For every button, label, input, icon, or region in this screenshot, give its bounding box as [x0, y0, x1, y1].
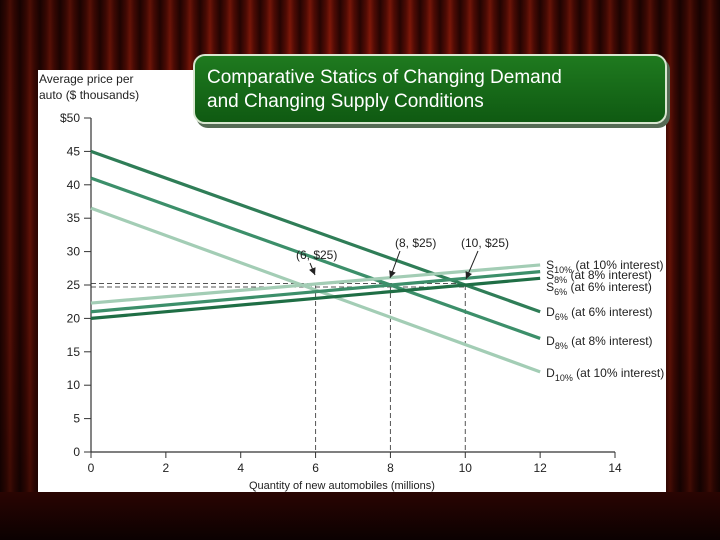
- series-label-d6: D6% (at 6% interest): [546, 305, 652, 322]
- y-axis-label-line2: auto ($ thousands): [39, 88, 139, 102]
- y-tick-label: 0: [73, 445, 80, 459]
- series-line-d10: [90, 206, 541, 374]
- y-tick-label: 25: [67, 278, 81, 292]
- equilibrium-label: (8, $25): [395, 236, 436, 250]
- x-tick-label: 4: [237, 461, 244, 475]
- series-line-d8: [90, 176, 541, 340]
- equilibrium-label: (6, $25): [296, 248, 337, 262]
- slide-title-line1: Comparative Statics of Changing Demand: [207, 67, 562, 88]
- x-tick-label: 6: [312, 461, 319, 475]
- x-tick-label: 8: [387, 461, 394, 475]
- series-label-s8: S8% (at 8% interest): [546, 268, 652, 285]
- equilibrium-arrow-head: [389, 270, 396, 278]
- x-axis-label: Quantity of new automobiles (millions): [249, 480, 435, 492]
- y-tick-label: $50: [60, 111, 80, 125]
- slide-title: Comparative Statics of Changing Demand a…: [193, 54, 667, 124]
- slide-title-line2: and Changing Supply Conditions: [207, 91, 484, 112]
- series-label-s10: S10% (at 10% interest): [546, 258, 663, 275]
- series-label-s6: S6% (at 6% interest): [546, 280, 652, 297]
- equilibrium-label: (10, $25): [461, 236, 509, 250]
- y-tick-label: 30: [67, 245, 81, 259]
- series-line-s8: [90, 270, 541, 314]
- x-tick-label: 2: [163, 461, 170, 475]
- y-axis-label-line1: Average price per: [39, 72, 134, 86]
- equilibrium-arrow-head: [465, 271, 472, 279]
- equilibrium-arrow-head: [309, 267, 316, 275]
- series-line-s6: [90, 276, 541, 320]
- stage-floor: [0, 492, 720, 540]
- x-tick-label: 12: [533, 461, 547, 475]
- x-tick-label: 0: [88, 461, 95, 475]
- y-tick-label: 40: [67, 178, 81, 192]
- y-tick-label: 5: [73, 412, 80, 426]
- y-tick-label: 45: [67, 144, 81, 158]
- chart-panel: Average price per auto ($ thousands) Qua…: [38, 70, 666, 492]
- x-tick-label: 14: [608, 461, 622, 475]
- supply-demand-chart: Average price per auto ($ thousands) Qua…: [39, 72, 664, 492]
- y-tick-label: 15: [67, 345, 81, 359]
- x-tick-label: 10: [459, 461, 473, 475]
- y-tick-label: 35: [67, 211, 81, 225]
- y-tick-label: 20: [67, 311, 81, 325]
- y-tick-label: 10: [67, 378, 81, 392]
- series-label-d10: D10% (at 10% interest): [546, 366, 664, 383]
- series-label-d8: D8% (at 8% interest): [546, 334, 652, 351]
- series-line-s10: [90, 263, 541, 305]
